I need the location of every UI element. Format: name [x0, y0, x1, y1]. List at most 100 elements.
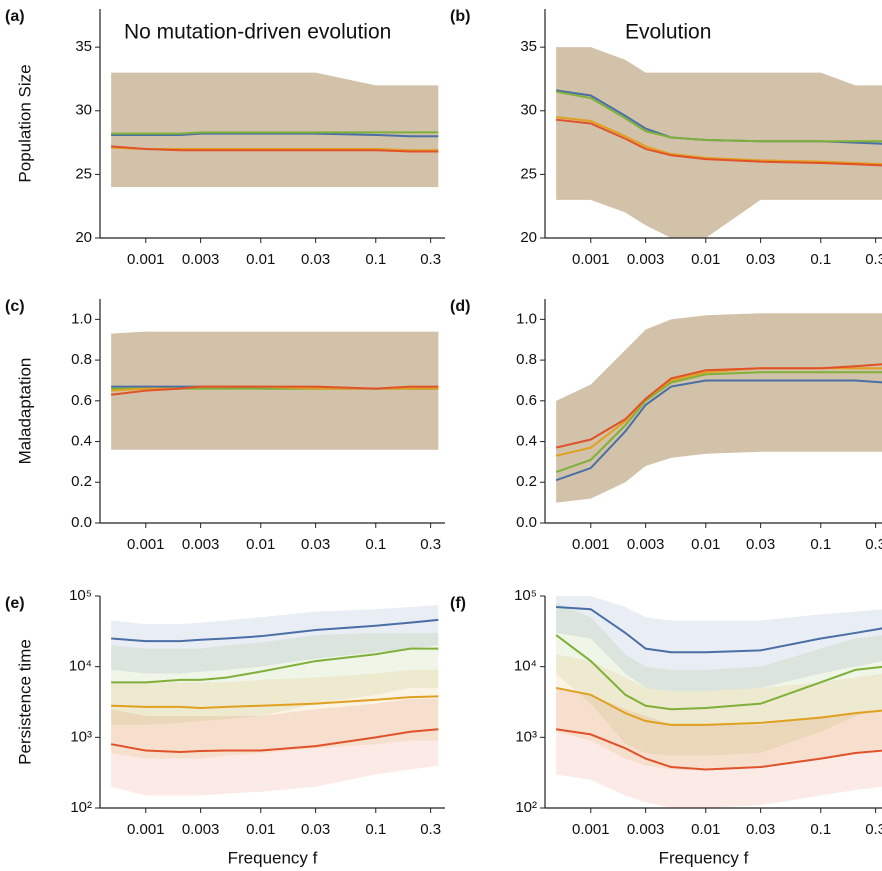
x-tick-label: 0.1 [365, 251, 386, 268]
y-tick-label: 35 [75, 38, 92, 55]
y-tick-label: 10³ [70, 728, 92, 745]
x-tick-label: 0.003 [182, 251, 220, 268]
confidence-band [111, 604, 439, 674]
y-tick-label: 0.2 [71, 473, 92, 490]
confidence-band [111, 331, 439, 450]
y-tick-label: 10⁴ [69, 658, 92, 675]
plot-area [111, 331, 439, 450]
panel: 0.0 0.2 0.4 0.6 0.8 1.0 0.001 0.003 0.01 0.03 0.1 0… [5, 298, 445, 553]
x-tick-label: 0.003 [182, 821, 220, 838]
x-tick-label: 0.03 [746, 821, 775, 838]
series-line [555, 90, 882, 143]
confidence-band [111, 698, 439, 796]
y-tick-label: 0.0 [516, 514, 537, 531]
confidence-band [111, 669, 439, 759]
x-tick-label: 0.01 [691, 536, 720, 553]
x-tick-label: 0.03 [301, 251, 330, 268]
y-tick-label: 0.4 [516, 433, 537, 450]
y-tick-label: 10³ [515, 728, 537, 745]
x-tick-label: 0.3 [420, 536, 441, 553]
series-line [556, 116, 882, 166]
plot-area [555, 596, 882, 808]
y-tick-label: 30 [520, 102, 537, 119]
panel-title: Evolution [625, 21, 711, 44]
series-line [555, 379, 882, 482]
x-tick-label: 0.001 [572, 536, 610, 553]
y-tick-label: 10² [515, 799, 537, 816]
plot-area [555, 47, 882, 238]
series-line [556, 118, 882, 167]
panel: 10² 10³ 10⁴ 10⁵ 0.001 0.003 0.01 0.03 0.1 0.3 (e) P… [5, 587, 445, 867]
x-tick-label: 0.03 [746, 251, 775, 268]
y-tick-label: 20 [75, 229, 92, 246]
x-tick-label: 0.001 [127, 536, 165, 553]
series-line [111, 695, 439, 710]
y-tick-label: 30 [75, 102, 92, 119]
confidence-band [556, 313, 882, 503]
x-tick-label: 0.1 [810, 821, 831, 838]
panel-label: (b) [450, 8, 470, 25]
x-tick-label: 0.001 [127, 251, 165, 268]
panel-label: (f) [450, 595, 466, 612]
series-line [111, 647, 439, 684]
y-tick-label: 10² [70, 799, 92, 816]
series-line [111, 385, 439, 396]
x-tick-label: 0.001 [127, 821, 165, 838]
x-tick-label: 0.1 [810, 251, 831, 268]
y-tick-label: 10⁵ [514, 587, 537, 604]
panel: 0.0 0.2 0.4 0.6 0.8 1.0 0.001 0.003 0.01 0.03 0.1 0… [450, 298, 882, 553]
series-line [111, 618, 439, 643]
panel-label: (a) [5, 8, 25, 25]
y-tick-label: 35 [520, 38, 537, 55]
y-tick-label: 25 [520, 165, 537, 182]
x-tick-label: 0.01 [691, 821, 720, 838]
y-tick-label: 0.2 [516, 473, 537, 490]
confidence-band [111, 72, 439, 188]
plot-area [111, 72, 439, 188]
y-axis-label: Maladaptation [15, 358, 34, 465]
x-tick-label: 0.03 [301, 536, 330, 553]
plot-area [555, 313, 882, 503]
y-axis-label: Persistence time [15, 639, 34, 765]
y-tick-label: 1.0 [516, 310, 537, 327]
y-tick-label: 0.0 [71, 514, 92, 531]
x-tick-label: 0.01 [246, 536, 275, 553]
y-tick-label: 0.8 [71, 351, 92, 368]
x-tick-label: 0.3 [865, 536, 882, 553]
series-line [555, 367, 882, 457]
x-tick-label: 0.3 [420, 251, 441, 268]
series-line [555, 363, 882, 449]
series-line [555, 371, 882, 474]
series-line [111, 132, 439, 138]
panel: 20 25 30 35 0.001 0.003 0.01 0.03 0.1 0.3 (b) Evolu… [450, 8, 882, 268]
y-tick-label: 20 [520, 229, 537, 246]
panel: 10² 10³ 10⁴ 10⁵ 0.001 0.003 0.01 0.03 0.1 0.3 (f) F… [450, 587, 882, 867]
panel-label: (e) [5, 595, 25, 612]
y-tick-label: 1.0 [71, 310, 92, 327]
x-tick-label: 0.001 [572, 821, 610, 838]
series-line [556, 605, 882, 654]
y-tick-label: 0.6 [516, 392, 537, 409]
x-axis-label: Frequency f [659, 848, 749, 867]
x-tick-label: 0.1 [810, 536, 831, 553]
panel-label: (d) [450, 298, 470, 315]
x-axis-label: Frequency f [228, 848, 318, 867]
confidence-band [556, 47, 882, 238]
y-tick-label: 25 [75, 165, 92, 182]
x-tick-label: 0.003 [182, 536, 220, 553]
x-tick-label: 0.003 [627, 536, 665, 553]
panel-title: No mutation-driven evolution [124, 21, 391, 44]
series-line [555, 634, 882, 711]
y-tick-label: 10⁴ [514, 658, 537, 675]
y-tick-label: 0.8 [516, 351, 537, 368]
x-tick-label: 0.003 [627, 821, 665, 838]
confidence-band [556, 654, 882, 770]
series-line [110, 728, 439, 754]
x-tick-label: 0.1 [365, 536, 386, 553]
x-tick-label: 0.03 [746, 536, 775, 553]
x-tick-label: 0.3 [420, 821, 441, 838]
panel-label: (c) [5, 298, 25, 315]
panel: 20 25 30 35 0.001 0.003 0.01 0.03 0.1 0.3 (a) No mu… [5, 8, 445, 268]
series-line [111, 131, 439, 135]
